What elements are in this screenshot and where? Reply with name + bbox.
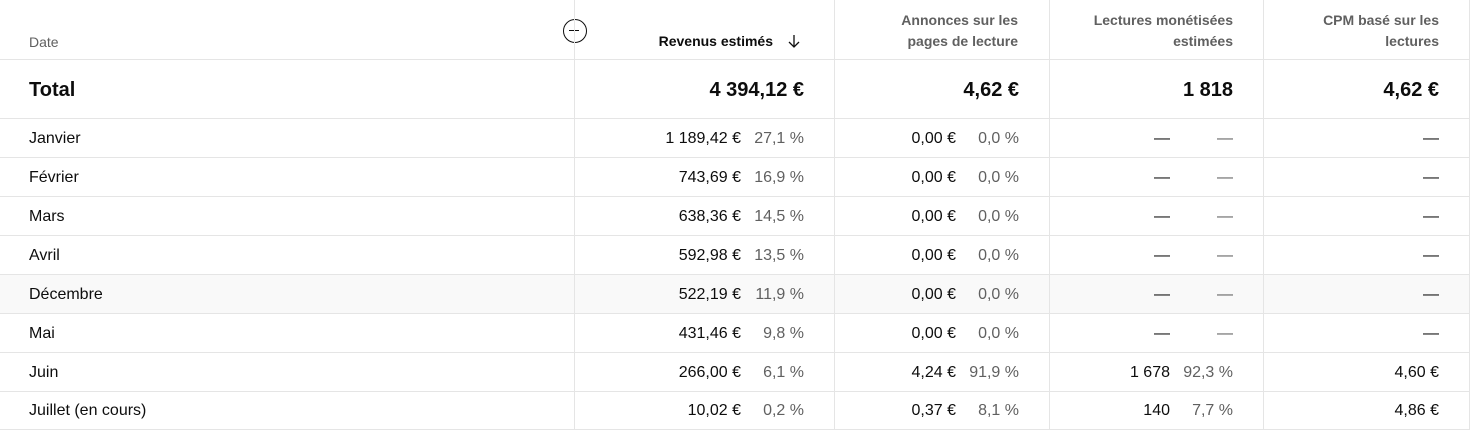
row-date: Mars (29, 208, 65, 225)
row-plays-pct: 7,7 % (1192, 402, 1233, 419)
row-plays: 140 (1143, 402, 1170, 419)
column-divider (834, 0, 835, 429)
row-plays-pct: — (1217, 130, 1233, 147)
row-revenue: 522,19 € (678, 286, 741, 303)
row-ads: 0,00 € (911, 325, 956, 342)
row-date: Décembre (29, 286, 103, 303)
column-header-ads-line1: Annonces sur les (901, 12, 1018, 28)
row-plays-pct: — (1217, 325, 1233, 342)
row-revenue-pct: 14,5 % (754, 208, 804, 225)
row-revenue: 638,36 € (678, 208, 741, 225)
row-ads-pct: 0,0 % (978, 247, 1019, 264)
row-date: Mai (29, 325, 55, 342)
row-plays: — (1154, 130, 1170, 147)
row-plays: — (1154, 247, 1170, 264)
row-revenue-pct: 13,5 % (754, 247, 804, 264)
total-plays: 1 818 (1182, 79, 1233, 101)
row-plays-pct: 92,3 % (1183, 364, 1233, 381)
row-cpm: — (1423, 325, 1439, 342)
row-ads: 0,00 € (911, 247, 956, 264)
row-revenue-pct: 11,9 % (755, 286, 804, 303)
row-plays: — (1154, 286, 1170, 303)
row-plays-pct: — (1217, 208, 1233, 225)
row-revenue-pct: 9,8 % (763, 325, 804, 342)
total-label: Total (29, 79, 76, 101)
row-ads-pct: 91,9 % (969, 364, 1019, 381)
column-divider (1049, 0, 1050, 429)
row-revenue: 10,02 € (687, 402, 741, 419)
row-ads: 0,00 € (911, 169, 956, 186)
row-ads-pct: 0,0 % (978, 286, 1019, 303)
row-cpm: — (1423, 286, 1439, 303)
column-header-plays[interactable]: Lectures monétisées estimées (1094, 10, 1233, 52)
row-revenue: 743,69 € (678, 169, 741, 186)
table-row[interactable]: Mai 431,46 € 9,8 % 0,00 € 0,0 % — — — (0, 314, 1470, 353)
row-date: Janvier (29, 130, 81, 147)
row-revenue: 431,46 € (678, 325, 741, 342)
row-plays: 1 678 (1129, 364, 1170, 381)
row-date: Février (29, 169, 79, 186)
row-ads: 0,37 € (911, 402, 956, 419)
table-row[interactable]: Janvier 1 189,42 € 27,1 % 0,00 € 0,0 % —… (0, 119, 1470, 158)
row-revenue: 1 189,42 € (665, 130, 741, 147)
total-row: Total 4 394,12 € 4,62 € 1 818 4,62 € (0, 60, 1470, 119)
total-revenue: 4 394,12 € (709, 79, 804, 101)
row-cpm: — (1423, 130, 1439, 147)
column-header-plays-line2: estimées (1173, 33, 1233, 49)
row-plays-pct: — (1217, 286, 1233, 303)
add-circle-icon[interactable] (563, 19, 587, 43)
row-date: Avril (29, 247, 60, 264)
row-revenue: 592,98 € (678, 247, 741, 264)
column-header-date[interactable]: Date (29, 34, 59, 50)
row-plays-pct: — (1217, 247, 1233, 264)
row-date: Juillet (en cours) (29, 402, 147, 419)
row-cpm: — (1423, 208, 1439, 225)
row-ads: 4,24 € (911, 364, 956, 381)
column-header-cpm[interactable]: CPM basé sur les lectures (1323, 10, 1439, 52)
row-revenue-pct: 0,2 % (763, 402, 804, 419)
total-ads: 4,62 € (963, 79, 1019, 101)
row-date: Juin (29, 364, 59, 381)
total-cpm: 4,62 € (1383, 79, 1439, 101)
row-revenue-pct: 16,9 % (754, 169, 804, 186)
arrow-down-icon[interactable] (787, 33, 801, 49)
row-plays-pct: — (1217, 169, 1233, 186)
column-header-ads[interactable]: Annonces sur les pages de lecture (901, 10, 1018, 52)
row-plays: — (1154, 208, 1170, 225)
row-ads: 0,00 € (911, 130, 956, 147)
column-divider (574, 0, 575, 429)
row-cpm: — (1423, 247, 1439, 264)
table-header: Date Revenus estimés Annonces sur les pa… (0, 0, 1470, 60)
row-revenue-pct: 27,1 % (754, 130, 804, 147)
table-row[interactable]: Juin 266,00 € 6,1 % 4,24 € 91,9 % 1 678 … (0, 353, 1470, 392)
row-ads-pct: 0,0 % (978, 208, 1019, 225)
table-row[interactable]: Décembre 522,19 € 11,9 % 0,00 € 0,0 % — … (0, 275, 1470, 314)
row-ads: 0,00 € (911, 286, 956, 303)
column-header-cpm-line1: CPM basé sur les (1323, 12, 1439, 28)
row-ads-pct: 0,0 % (978, 325, 1019, 342)
row-ads-pct: 0,0 % (978, 169, 1019, 186)
row-cpm: 4,86 € (1394, 402, 1439, 419)
row-ads-pct: 8,1 % (978, 402, 1019, 419)
row-ads: 0,00 € (911, 208, 956, 225)
column-header-ads-line2: pages de lecture (907, 33, 1019, 49)
column-divider (1263, 0, 1264, 429)
table-row[interactable]: Juillet (en cours) 10,02 € 0,2 % 0,37 € … (0, 391, 1470, 430)
table-row[interactable]: Mars 638,36 € 14,5 % 0,00 € 0,0 % — — — (0, 197, 1470, 236)
row-cpm: — (1423, 169, 1439, 186)
column-header-cpm-line2: lectures (1385, 33, 1439, 49)
column-header-plays-line1: Lectures monétisées (1093, 12, 1233, 28)
table-row[interactable]: Février 743,69 € 16,9 % 0,00 € 0,0 % — —… (0, 158, 1470, 197)
row-plays: — (1154, 325, 1170, 342)
row-cpm: 4,60 € (1394, 364, 1439, 381)
row-plays: — (1154, 169, 1170, 186)
column-header-revenue[interactable]: Revenus estimés (658, 33, 773, 49)
table-row[interactable]: Avril 592,98 € 13,5 % 0,00 € 0,0 % — — — (0, 236, 1470, 275)
row-revenue-pct: 6,1 % (763, 364, 804, 381)
row-revenue: 266,00 € (678, 364, 741, 381)
row-ads-pct: 0,0 % (978, 130, 1019, 147)
